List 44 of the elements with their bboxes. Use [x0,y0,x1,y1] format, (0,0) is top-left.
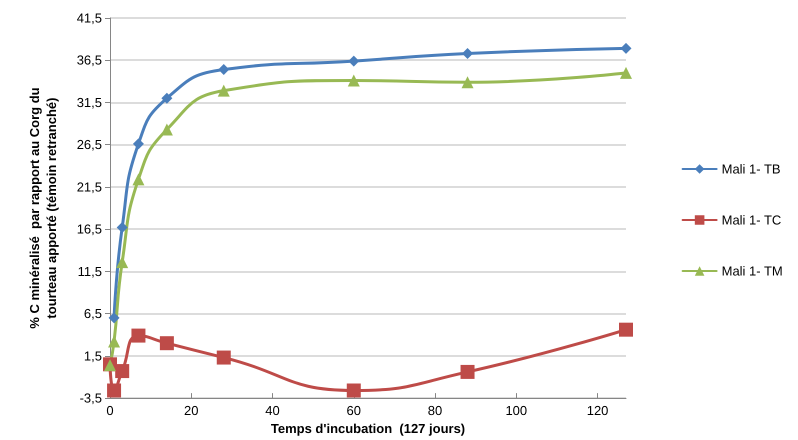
point [115,364,130,378]
y-tick-label: 31,5 [76,94,102,110]
x-tick-label: 120 [586,403,608,418]
point [160,336,174,350]
point [161,92,172,104]
point [462,76,474,88]
y-tick-label: 26,5 [76,137,102,152]
point [216,350,231,365]
point [116,256,128,268]
point [460,364,475,379]
legend-label: Mali 1- TC [722,212,782,228]
point [108,312,120,324]
point [348,56,360,67]
y-axis-title: % C minéralisé par rapport au Corg du tourteau apporté (témoin retranché) [27,87,59,329]
y-tick-label: 41,5 [76,10,102,26]
point [218,84,230,97]
point [348,74,360,87]
y-tick-label: 6,5 [84,306,102,322]
x-tick-label: 60 [346,403,362,418]
point [346,384,361,398]
point [218,64,230,76]
legend-label: Mali 1- TB [722,162,781,176]
point [132,138,144,150]
x-tick-label: 40 [265,403,280,418]
point [107,384,122,398]
y-tick-label: -3,5 [80,390,102,406]
point [620,66,632,79]
point [620,42,632,54]
x-tick-label: 20 [184,403,198,418]
x-axis-title: Temps d'incubation (127 jours) [270,421,466,436]
x-tick-label: 80 [428,403,442,418]
legend-label: Mali 1- TM [722,264,783,278]
y-tick-label: 21,5 [76,179,102,194]
x-tick-label: 0 [106,403,114,418]
y-tick-label: 1,5 [84,348,102,364]
x-tick-label: 100 [505,403,528,418]
y-tick-label: 36,5 [76,52,102,68]
point [462,48,474,59]
point [619,322,633,337]
y-tick-label: 16,5 [76,222,102,237]
point [116,222,128,233]
y-tick-label: 11,5 [78,264,102,279]
point [131,328,146,343]
point [132,173,144,186]
